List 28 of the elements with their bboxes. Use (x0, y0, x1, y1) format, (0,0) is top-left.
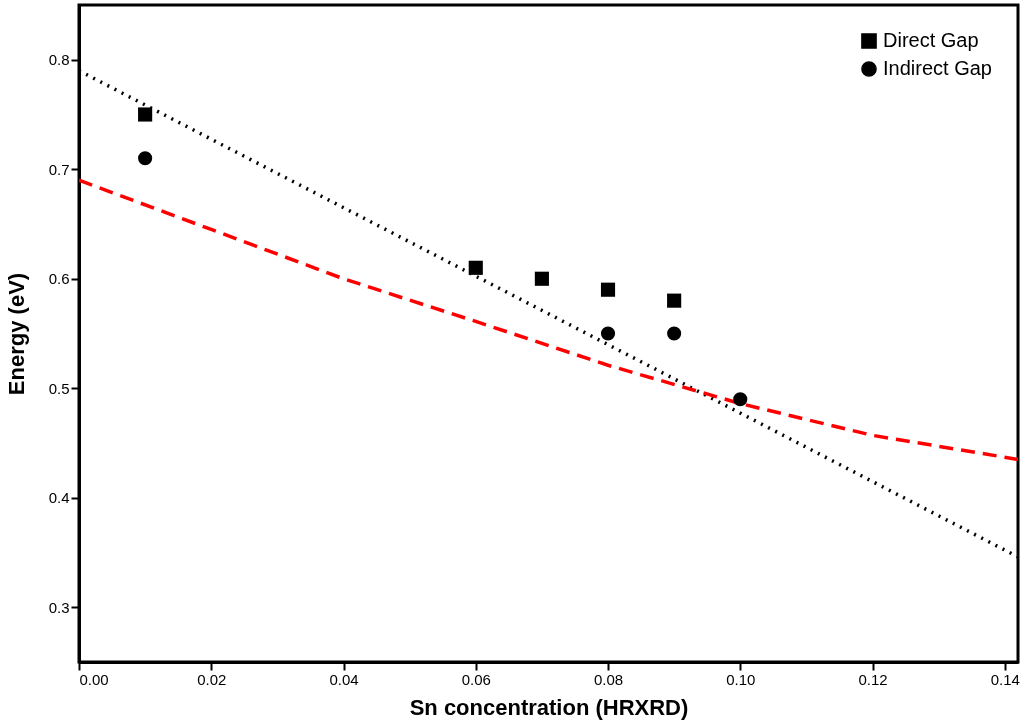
y-axis-title: Energy (eV) (3, 272, 29, 396)
x-tick-label: 0.02 (197, 670, 227, 688)
y-tick-label: 0.6 (48, 270, 70, 288)
line-series (79, 178, 1018, 462)
y-tick-label: 0.4 (48, 489, 70, 507)
point (667, 293, 682, 308)
point (733, 392, 748, 407)
point (600, 282, 616, 297)
x-tick-label: 0.12 (858, 670, 888, 688)
point (138, 151, 153, 166)
y-tick-label: 0.8 (48, 51, 70, 69)
x-tick-label: 0.14 (990, 670, 1020, 688)
y-tick-label: 0.5 (48, 379, 70, 397)
y-tick-label: 0.3 (48, 598, 70, 616)
legend-label: Indirect Gap (883, 57, 992, 79)
point (600, 326, 616, 341)
x-tick-label: 0.04 (329, 670, 359, 688)
y-tick-label: 0.7 (48, 160, 70, 178)
x-tick-label: 0.10 (726, 670, 756, 688)
point (667, 326, 682, 341)
x-axis-title: Sn concentration (HRXRD) (409, 694, 689, 720)
point (468, 260, 483, 275)
x-tick-label: 0.06 (461, 670, 491, 688)
x-tick-label: 0.08 (593, 670, 624, 688)
point (534, 271, 549, 286)
point (138, 107, 153, 122)
x-tick-label: 0.00 (79, 670, 109, 688)
legend-label: Direct Gap (883, 29, 979, 51)
